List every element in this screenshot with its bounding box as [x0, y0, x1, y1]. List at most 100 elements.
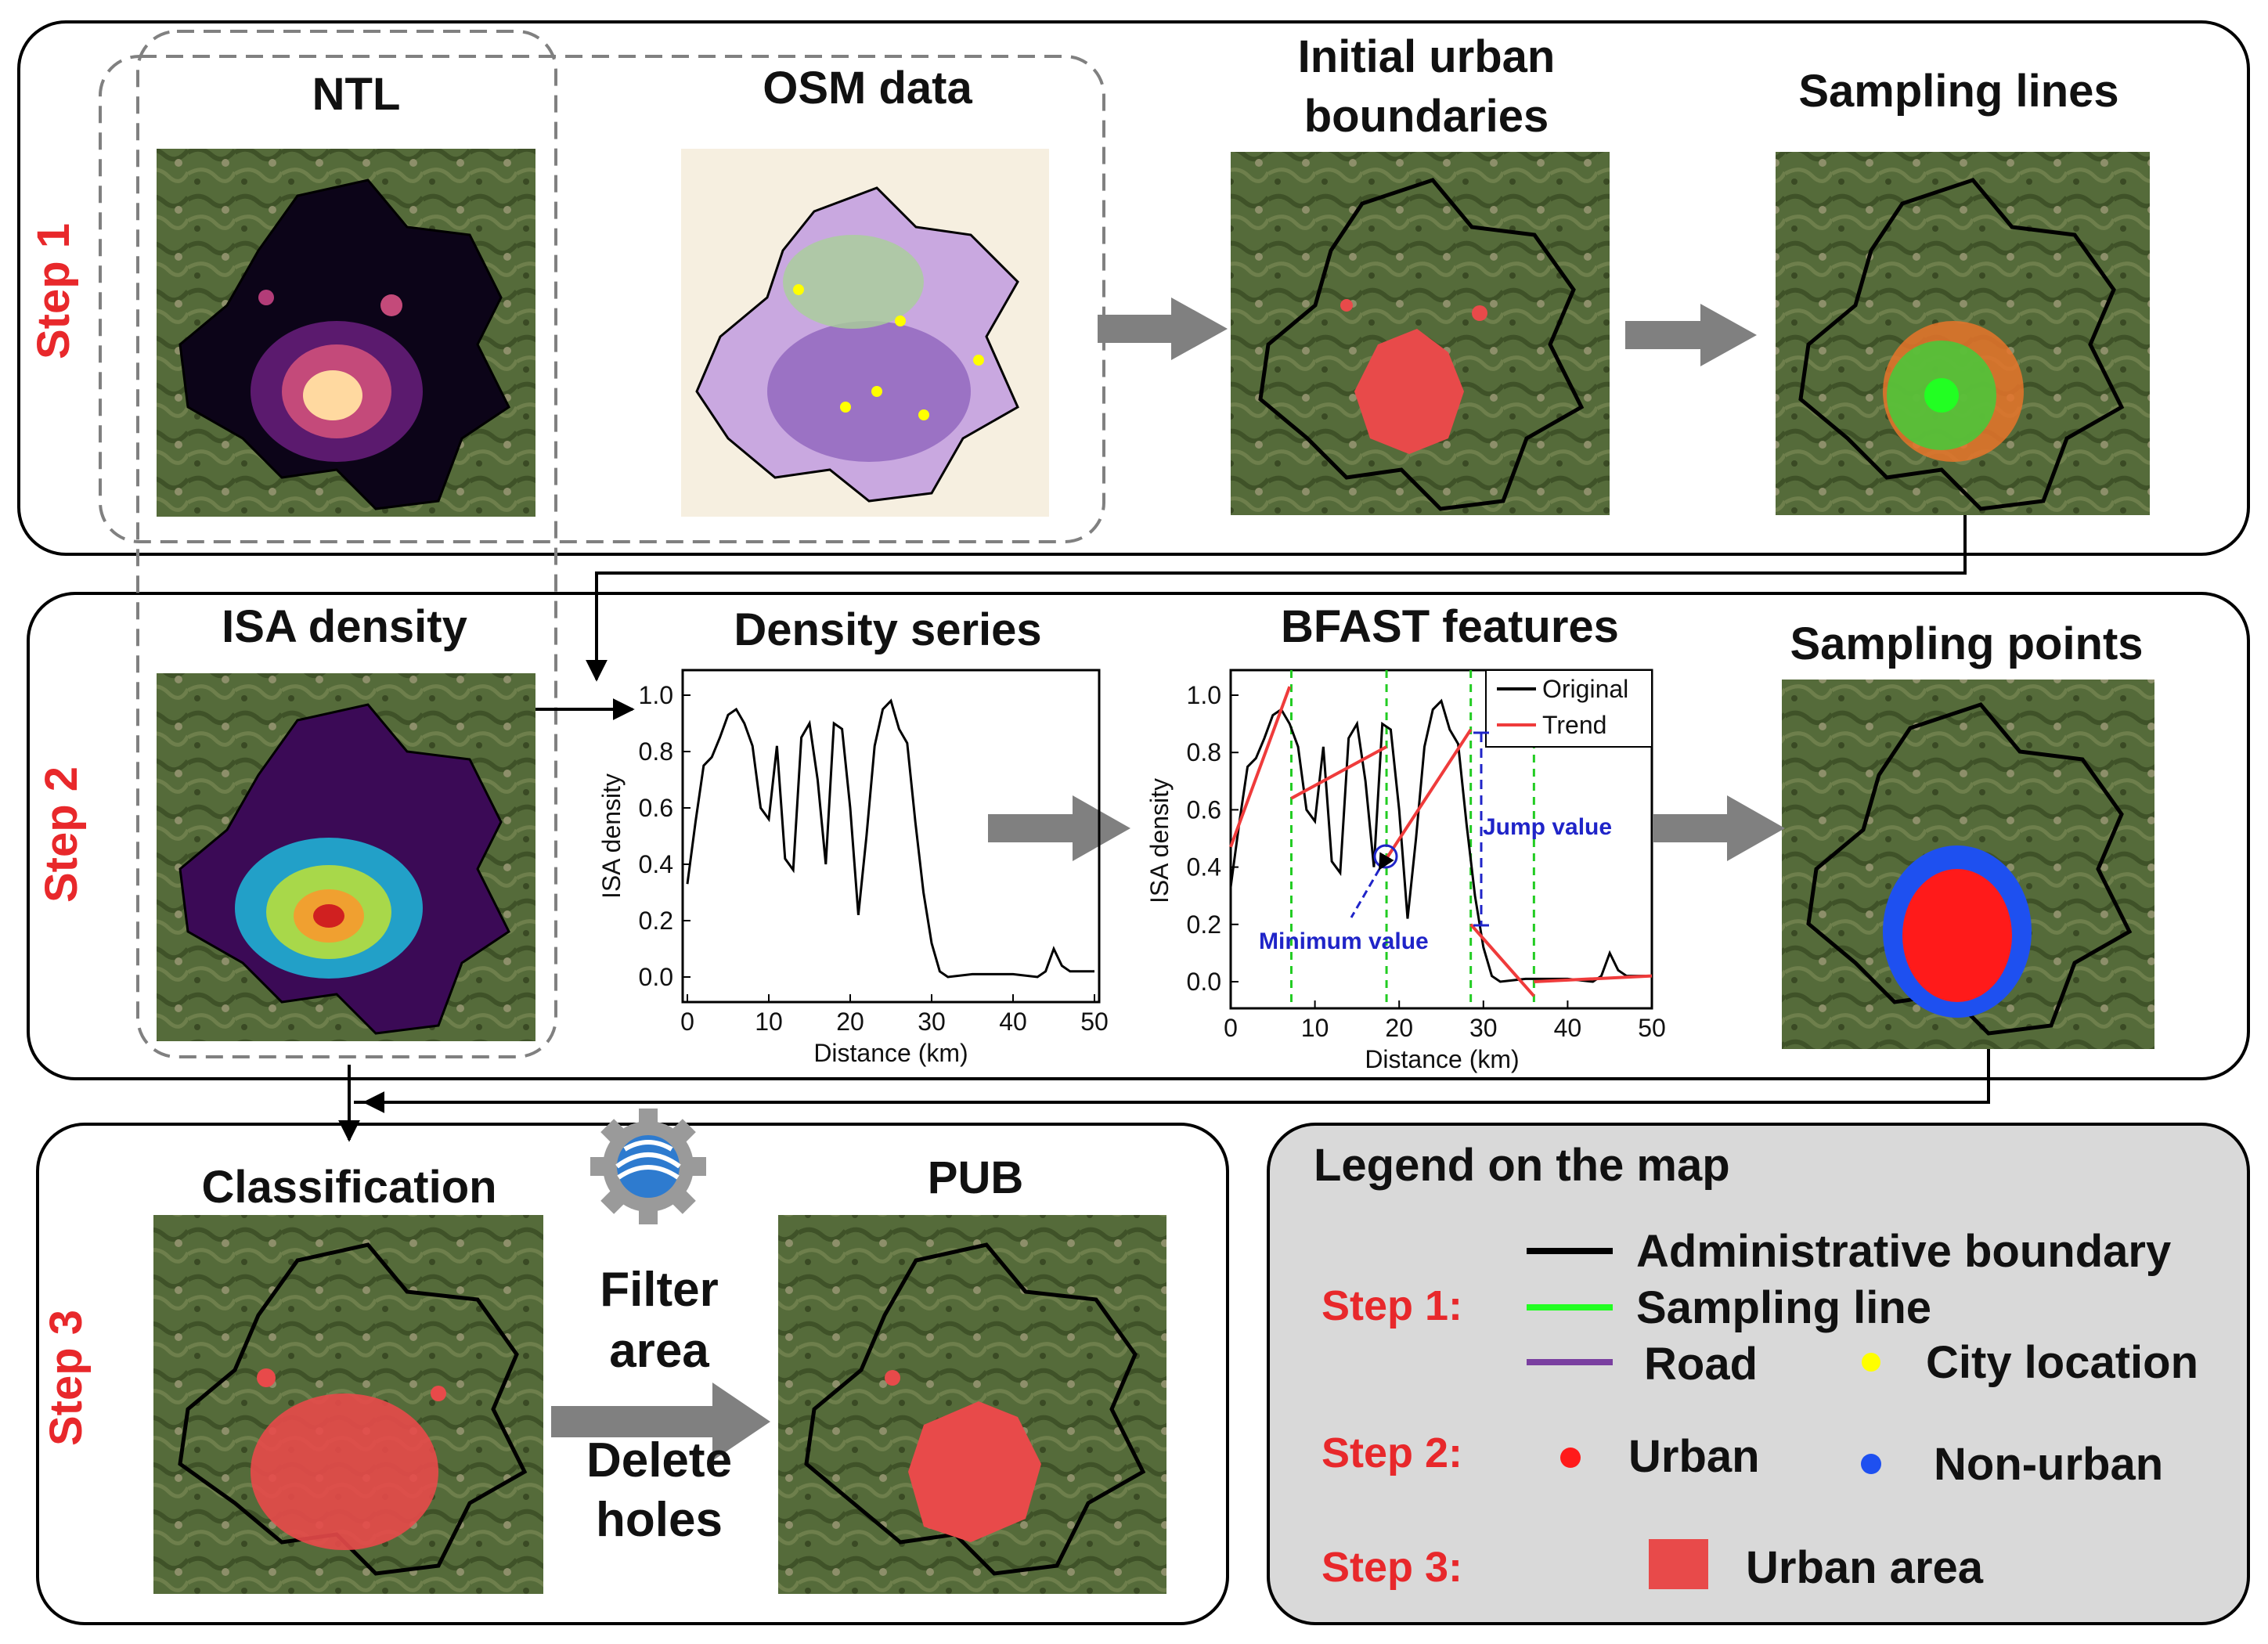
trend-segment: [1534, 974, 1653, 983]
step3-label: Step 3: [41, 1310, 92, 1446]
x-tick-label: 30: [1469, 1014, 1498, 1042]
y-tick-label: 0.2: [639, 907, 673, 935]
step1-label: Step 1: [28, 223, 79, 359]
legend-admin: Administrative boundary: [1636, 1226, 2171, 1277]
y-tick-label: 0.4: [1187, 853, 1221, 881]
title-sampling-lines: Sampling lines: [1798, 66, 2118, 117]
chart1-ylabel: ISA density: [597, 773, 626, 899]
title-initial-line2: boundaries: [1304, 91, 1549, 142]
minimum-value-label: Minimum value: [1259, 928, 1429, 954]
legend-urban-area-swatch: [1649, 1539, 1708, 1589]
flow-points-line: [354, 1049, 1990, 1104]
filter-line1: Filter: [600, 1263, 719, 1317]
filter-line2: area: [609, 1324, 709, 1378]
map-initial-urban: [1231, 152, 1610, 515]
trend-segment: [1385, 728, 1473, 860]
y-tick-label: 0.2: [1187, 910, 1221, 939]
legend-road: Road: [1644, 1339, 1758, 1390]
trend-segment: [1469, 923, 1535, 997]
step2-label: Step 2: [36, 766, 87, 903]
legend-sampling-line: Sampling line: [1636, 1282, 1931, 1333]
title-isa: ISA density: [222, 601, 467, 652]
x-tick-label: 40: [1554, 1014, 1582, 1042]
map-legend: Legend on the map Step 1: Administrative…: [1267, 1123, 2250, 1625]
x-tick-label: 30: [918, 1008, 946, 1036]
legend-step3: Step 3:: [1321, 1544, 1462, 1591]
flow-sampling-lines-to-series: [586, 515, 1967, 682]
title-pub: PUB: [928, 1152, 1023, 1203]
arrow-density-to-bfast: [988, 795, 1130, 861]
y-tick-label: 1.0: [639, 681, 673, 709]
legend-city-swatch: [1862, 1353, 1880, 1372]
x-tick-label: 50: [1638, 1014, 1666, 1042]
arrow-initial-to-sampling: [1625, 304, 1757, 366]
series-original: [1229, 698, 1652, 983]
x-tick-label: 10: [755, 1008, 783, 1036]
title-bfast: BFAST features: [1281, 601, 1619, 652]
y-tick-label: 1.0: [1187, 681, 1221, 709]
density-series-chart: 0 10 20 30 40 50 0.0 0.2 0.4 0.6 0.8 1.0 Distance (…: [597, 669, 1109, 1067]
y-tick-label: 0.6: [1187, 795, 1221, 824]
legend-urban-swatch: [1560, 1448, 1581, 1468]
map-sampling-points: [1782, 680, 2154, 1049]
y-tick-label: 0.0: [639, 963, 673, 991]
step2-box: [27, 592, 2250, 1080]
y-tick-label: 0.8: [1187, 738, 1221, 766]
x-tick-label: 50: [1080, 1008, 1109, 1036]
title-classification: Classification: [201, 1162, 496, 1213]
delete-line1: Delete: [586, 1433, 732, 1487]
legend-panel: [1267, 1123, 2250, 1625]
arrow-osm-to-initial: [1098, 297, 1228, 360]
arrow-classification-to-pub: [551, 1383, 770, 1461]
x-tick-label: 40: [999, 1008, 1027, 1036]
step1-box: [17, 20, 2250, 556]
bfast-chart: 0 10 20 30 40 50 0.0 0.2 0.4 0.6 0.8 1.0 Distance (…: [1145, 669, 1666, 1073]
chart1-xlabel: Distance (km): [813, 1039, 968, 1067]
chart2-legend: [1485, 669, 1653, 748]
x-tick-label: 10: [1301, 1014, 1329, 1042]
gear-globe-icon: [590, 1109, 706, 1224]
map-classification: [153, 1215, 543, 1594]
title-density-series: Density series: [734, 604, 1041, 655]
legend-urban: Urban: [1628, 1431, 1760, 1482]
title-ntl: NTL: [312, 69, 401, 120]
chart2-frame: [1229, 669, 1653, 1010]
legend-city: City location: [1926, 1337, 2198, 1388]
legend-non-urban: Non-urban: [1934, 1439, 2163, 1490]
x-tick-label: 0: [680, 1008, 694, 1036]
y-tick-label: 0.0: [1187, 968, 1221, 996]
delete-line2: holes: [596, 1493, 723, 1547]
legend-original-label: Original: [1542, 675, 1628, 703]
legend-nonurban-swatch: [1861, 1454, 1881, 1474]
legend-step1: Step 1:: [1321, 1282, 1462, 1329]
chart2-xlabel: Distance (km): [1365, 1045, 1519, 1073]
legend-urban-area: Urban area: [1746, 1542, 1984, 1593]
legend-title: Legend on the map: [1314, 1140, 1730, 1191]
map-pub: [778, 1215, 1166, 1594]
chart1-frame: [681, 669, 1101, 1004]
arrow-bfast-to-points: [1653, 795, 1785, 861]
x-tick-label: 20: [836, 1008, 864, 1036]
series-isa-density: [686, 698, 1094, 979]
map-isa: [157, 673, 535, 1041]
trend-segment: [1229, 686, 1292, 848]
legend-step2: Step 2:: [1321, 1429, 1462, 1476]
x-tick-label: 20: [1385, 1014, 1413, 1042]
minimum-value-arrow: [1350, 852, 1394, 918]
y-tick-label: 0.8: [639, 737, 673, 766]
dashed-group-ntl-isa: [136, 30, 557, 1058]
y-tick-label: 0.4: [639, 850, 673, 878]
dashed-group-ntl-osm: [99, 55, 1105, 543]
title-sampling-points: Sampling points: [1790, 618, 2143, 669]
title-osm: OSM data: [763, 63, 972, 114]
map-ntl: [157, 149, 535, 517]
y-tick-label: 0.6: [639, 794, 673, 822]
jump-value-label: Jump value: [1483, 814, 1612, 840]
x-tick-label: 0: [1224, 1014, 1238, 1042]
map-sampling-lines: [1776, 152, 2150, 515]
chart2-ylabel: ISA density: [1145, 778, 1174, 903]
legend-trend-label: Trend: [1542, 711, 1606, 739]
trend-segment: [1290, 745, 1388, 800]
map-osm: [681, 149, 1049, 517]
